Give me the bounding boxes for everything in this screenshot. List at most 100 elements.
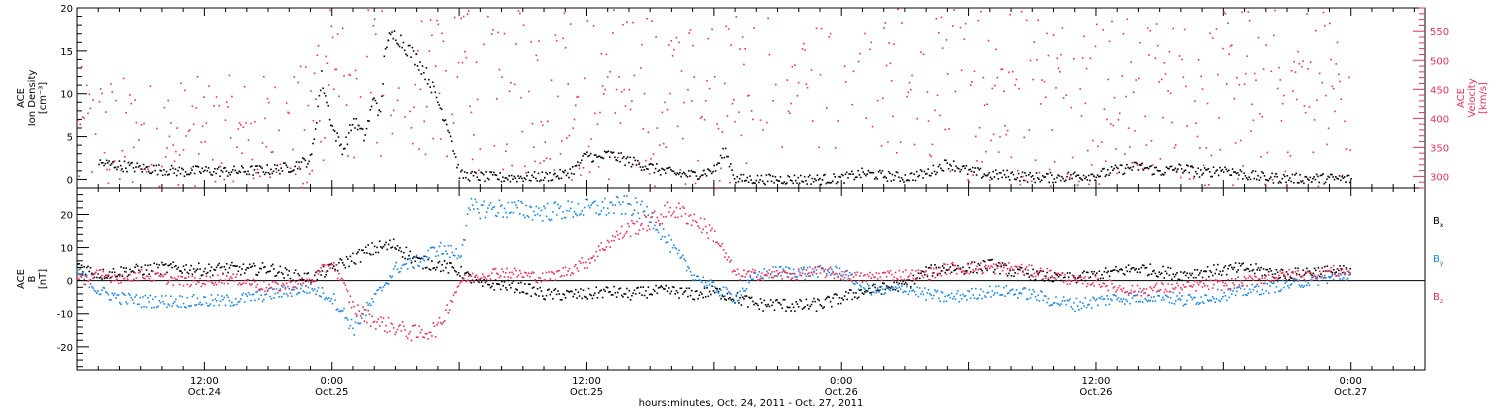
velocity-point [604, 88, 606, 91]
bz-point [210, 281, 213, 284]
density-point [1104, 175, 1107, 178]
bx-point [443, 260, 446, 262]
velocity-point [981, 161, 983, 163]
velocity-point [1033, 41, 1036, 43]
bx-point [1042, 270, 1045, 273]
by-point [382, 286, 385, 288]
bx-point [1050, 276, 1052, 279]
density-point [197, 166, 200, 168]
bx-point [1010, 275, 1013, 277]
bx-point [1019, 266, 1022, 269]
by-point [302, 290, 304, 292]
density-point [952, 160, 955, 162]
by-point [1047, 297, 1050, 300]
bx-point [414, 260, 417, 263]
density-point [581, 159, 583, 162]
velocity-point [511, 164, 513, 167]
by-point [791, 272, 794, 275]
velocity-point [811, 120, 814, 122]
by-point [1111, 299, 1113, 302]
bx-point [874, 286, 876, 289]
by-point [1001, 294, 1004, 296]
by-point [354, 321, 357, 324]
density-point [1121, 164, 1123, 167]
by-point [820, 267, 823, 269]
velocity-point [747, 95, 749, 97]
density-point [438, 104, 440, 106]
bz-point [894, 271, 897, 274]
by-point [684, 260, 687, 262]
by-point [252, 293, 255, 296]
bx-point [1079, 274, 1081, 277]
density-point [1249, 178, 1252, 181]
by-point [683, 258, 685, 260]
by-point [1242, 294, 1244, 297]
velocity-point [1031, 180, 1033, 182]
by-point [1139, 300, 1141, 303]
by-point [842, 273, 845, 276]
bx-point [120, 266, 122, 268]
density-point [206, 170, 209, 172]
by-point [250, 299, 252, 302]
bx-point [888, 286, 890, 288]
density-point [1278, 180, 1281, 183]
velocity-point [1304, 111, 1307, 114]
bz-point [334, 270, 336, 272]
bz-point [548, 271, 550, 273]
bz-point [559, 275, 562, 278]
density-point [872, 172, 875, 174]
by-point [175, 298, 177, 301]
density-point [527, 171, 530, 174]
bz-point [491, 272, 493, 274]
bz-point [878, 272, 880, 275]
density-point [123, 160, 126, 163]
bx-point [254, 265, 256, 267]
velocity-point [543, 160, 545, 162]
bz-point [1036, 271, 1038, 274]
density-point [1123, 172, 1126, 175]
density-point [675, 173, 677, 176]
bx-point [706, 287, 708, 289]
by-point [296, 293, 298, 296]
bz-point [171, 277, 173, 279]
density-point [745, 179, 747, 182]
by-point [785, 266, 787, 268]
bx-point [871, 284, 874, 287]
velocity-point [1037, 19, 1039, 22]
density-point [1338, 175, 1341, 177]
density-point [859, 176, 862, 179]
by-point [1287, 285, 1289, 287]
density-point [430, 91, 433, 94]
bx-point [497, 283, 499, 285]
by-point [287, 295, 289, 297]
density-point [630, 165, 633, 168]
bx-point [680, 287, 683, 290]
by-point [735, 294, 738, 296]
bx-point [163, 264, 166, 266]
bz-point [83, 283, 85, 286]
velocity-point [264, 117, 266, 120]
density-point [801, 180, 803, 183]
bx-point [175, 264, 177, 267]
velocity-point [815, 27, 818, 30]
bx-point [879, 286, 881, 288]
bz-point [214, 281, 217, 284]
bx-point [199, 268, 201, 270]
by-point [1158, 295, 1160, 297]
velocity-point [605, 53, 608, 56]
density-point [586, 151, 588, 153]
density-point [1326, 178, 1328, 180]
bx-point [936, 274, 939, 277]
by-point [1146, 300, 1149, 303]
by-point [841, 275, 843, 278]
velocity-point [642, 128, 645, 130]
velocity-point [502, 168, 504, 171]
density-point [642, 166, 644, 168]
bx-point [627, 296, 629, 299]
bz-point [452, 294, 455, 296]
bx-point [520, 281, 522, 284]
bx-point [506, 289, 508, 291]
density-point [1308, 179, 1310, 181]
bz-point [981, 272, 983, 275]
